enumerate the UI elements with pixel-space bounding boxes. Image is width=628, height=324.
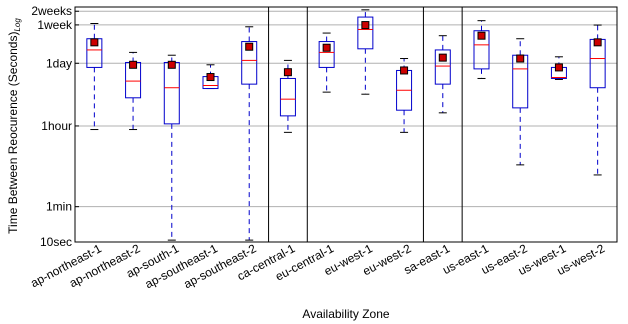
mean-marker bbox=[322, 43, 331, 52]
box-eu-west-1 bbox=[357, 9, 374, 95]
iqr-box bbox=[434, 49, 451, 85]
mean-marker bbox=[361, 21, 370, 30]
box-ap-southeast-1 bbox=[202, 64, 219, 90]
box-us-east-1 bbox=[473, 20, 490, 79]
y-tick-label-5: 2weeks bbox=[31, 4, 72, 18]
box-ap-southeast-2 bbox=[241, 26, 258, 241]
boxes bbox=[86, 9, 606, 241]
box-eu-west-2 bbox=[396, 58, 413, 133]
box-ap-northeast-2 bbox=[125, 51, 142, 131]
y-axis-title-subscript: Log bbox=[13, 18, 22, 32]
iqr-box bbox=[279, 77, 296, 117]
y-tick-label-4: 1week bbox=[37, 18, 73, 32]
iqr-box bbox=[163, 61, 180, 125]
box-us-west-2 bbox=[589, 24, 606, 176]
box-us-west-1 bbox=[550, 56, 567, 80]
mean-marker bbox=[516, 54, 525, 63]
y-tick-label-2: 1hour bbox=[41, 119, 72, 133]
mean-marker bbox=[206, 73, 215, 82]
y-tick-label-3: 1day bbox=[46, 56, 72, 70]
y-axis-title: Time Between Reocurence (Seconds)Log bbox=[6, 18, 22, 234]
gridlines bbox=[75, 10, 617, 243]
y-tick-label-1: 1min bbox=[46, 200, 72, 214]
mean-marker bbox=[245, 42, 254, 51]
mean-marker bbox=[90, 38, 99, 47]
iqr-box bbox=[357, 16, 374, 50]
box-ap-northeast-1 bbox=[86, 22, 103, 131]
y-axis-title-main: Time Between Reocurence (Seconds) bbox=[6, 32, 20, 234]
box-ca-central-1 bbox=[279, 59, 296, 133]
box-us-east-2 bbox=[512, 38, 529, 166]
box-eu-central-1 bbox=[318, 32, 335, 93]
mean-marker bbox=[167, 60, 176, 69]
x-axis-title: Availability Zone bbox=[302, 307, 389, 321]
iqr-box bbox=[241, 41, 258, 85]
mean-marker bbox=[593, 38, 602, 47]
iqr-box bbox=[473, 30, 490, 70]
mean-marker bbox=[438, 53, 447, 62]
region-separators bbox=[268, 7, 463, 242]
mean-marker bbox=[129, 60, 138, 69]
mean-marker bbox=[477, 31, 486, 40]
iqr-box bbox=[318, 41, 335, 68]
box-sa-east-1 bbox=[434, 35, 451, 114]
box-ap-south-1 bbox=[163, 54, 180, 241]
y-tick-label-0: 10sec bbox=[40, 235, 72, 249]
x-tick-labels: ap-northeast-1ap-northeast-2ap-south-1ap… bbox=[28, 241, 607, 291]
mean-marker bbox=[400, 66, 409, 75]
mean-marker bbox=[283, 68, 292, 77]
mean-marker bbox=[554, 63, 563, 72]
plot-frame bbox=[74, 6, 618, 243]
